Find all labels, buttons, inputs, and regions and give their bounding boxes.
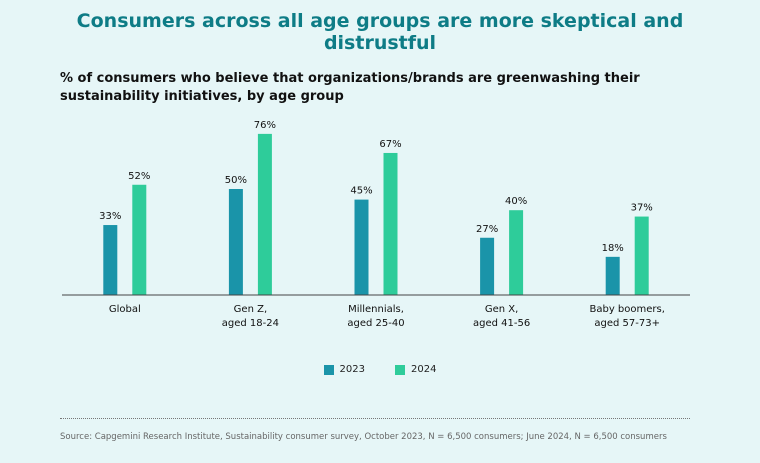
category-label-0-0: Global — [109, 304, 141, 315]
legend-label-2023: 2023 — [339, 364, 365, 375]
source-note: Source: Capgemini Research Institute, Su… — [60, 432, 667, 442]
data-label-2023-2: 45% — [350, 186, 372, 197]
category-label-1-1: aged 18-24 — [222, 318, 279, 329]
chart-title: Consumers across all age groups are more… — [76, 10, 684, 54]
legend-swatch-2023 — [323, 364, 334, 375]
category-label-4-0: Baby boomers, — [589, 304, 664, 315]
chart-subtitle: % of consumers who believe that organiza… — [60, 71, 640, 104]
data-label-2023-3: 27% — [476, 224, 498, 235]
footer-divider — [60, 418, 690, 419]
bar-2023-0 — [103, 225, 118, 295]
category-label-3-0: Gen X, — [485, 304, 518, 315]
data-label-2024-1: 76% — [254, 120, 276, 131]
category-label-1-0: Gen Z, — [234, 304, 267, 315]
bar-2023-1 — [228, 189, 243, 295]
legend-item-2023: 2023 — [323, 364, 365, 375]
category-label-3-1: aged 41-56 — [473, 318, 530, 329]
category-label-2-0: Millennials, — [348, 304, 404, 315]
data-label-2023-4: 18% — [602, 243, 624, 254]
bar-2024-1 — [257, 133, 272, 295]
legend: 2023 2024 — [0, 364, 760, 375]
data-label-2024-4: 37% — [631, 203, 653, 214]
bar-2024-0 — [132, 184, 147, 295]
bar-2024-4 — [634, 216, 649, 295]
data-label-2024-2: 67% — [379, 139, 401, 150]
data-label-2023-0: 33% — [99, 211, 121, 222]
data-label-2023-1: 50% — [225, 175, 247, 186]
data-label-2024-3: 40% — [505, 196, 527, 207]
legend-item-2024: 2024 — [395, 364, 436, 375]
category-label-4-1: aged 57-73+ — [594, 318, 660, 329]
legend-swatch-2024 — [395, 364, 405, 375]
bar-2023-2 — [354, 199, 369, 295]
data-label-2024-0: 52% — [128, 171, 150, 182]
bar-2023-4 — [605, 256, 620, 295]
bar-2023-3 — [480, 237, 495, 295]
bar-2024-3 — [509, 210, 524, 295]
bar-2024-2 — [383, 152, 398, 295]
category-label-2-1: aged 25-40 — [347, 318, 404, 329]
legend-label-2024: 2024 — [411, 364, 437, 375]
